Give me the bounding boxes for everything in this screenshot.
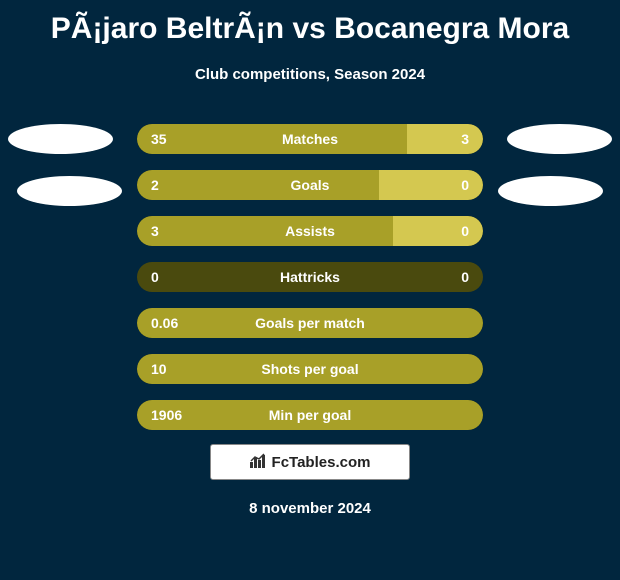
stat-row: 00Hattricks	[137, 262, 483, 292]
chart-icon	[250, 452, 268, 473]
stat-label: Hattricks	[137, 269, 483, 285]
player-badge-right-2	[498, 176, 603, 206]
stat-row: 10Shots per goal	[137, 354, 483, 384]
watermark-text: FcTables.com	[272, 454, 371, 471]
watermark: FcTables.com	[210, 444, 410, 480]
stat-label: Shots per goal	[137, 361, 483, 377]
page-subtitle: Club competitions, Season 2024	[0, 66, 620, 83]
stat-label: Goals	[137, 177, 483, 193]
player-badge-left-1	[8, 124, 113, 154]
stats-container: 353Matches 20Goals 30Assists 00Hattricks 0.0…	[137, 124, 483, 446]
page-title: PÃ¡jaro BeltrÃ¡n vs Bocanegra Mora	[0, 0, 620, 46]
player-badge-right-1	[507, 124, 612, 154]
stat-label: Assists	[137, 223, 483, 239]
stat-row: 30Assists	[137, 216, 483, 246]
stat-label: Goals per match	[137, 315, 483, 331]
stat-row: 1906Min per goal	[137, 400, 483, 430]
stat-row: 353Matches	[137, 124, 483, 154]
stat-label: Matches	[137, 131, 483, 147]
player-badge-left-2	[17, 176, 122, 206]
stat-row: 20Goals	[137, 170, 483, 200]
stat-label: Min per goal	[137, 407, 483, 423]
stat-row: 0.06Goals per match	[137, 308, 483, 338]
date-text: 8 november 2024	[0, 500, 620, 517]
